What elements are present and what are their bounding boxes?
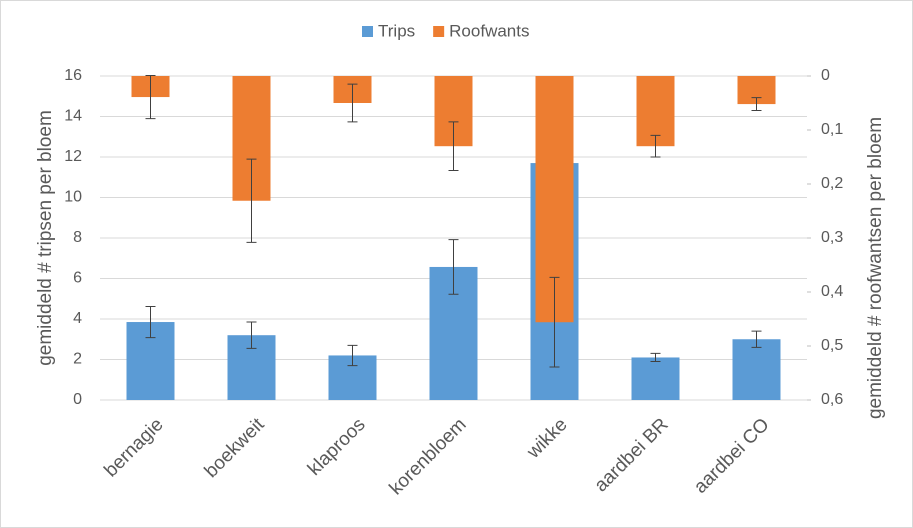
y-tick-label: 4 (73, 310, 82, 327)
y-tick-label: 12 (64, 148, 82, 165)
y2-tick-label: 0,2 (821, 175, 843, 192)
error-bar (145, 305, 156, 339)
y-tick-label: 0 (73, 391, 82, 408)
y-tick-label: 2 (73, 351, 82, 368)
y-tick-label: 14 (64, 108, 82, 125)
bar (631, 357, 680, 400)
legend-label: Trips (378, 21, 415, 40)
error-bar (751, 330, 762, 348)
y-tick-label: 8 (73, 229, 82, 246)
error-bar (448, 121, 459, 171)
y-tick-label: 10 (64, 189, 82, 206)
y2-tick-label: 0,6 (821, 391, 843, 408)
error-bar (751, 97, 762, 112)
error-bar (650, 134, 661, 158)
y2-tick-label: 0,3 (821, 229, 843, 246)
error-bar (650, 352, 661, 363)
y2-tick-label: 0,1 (821, 121, 843, 138)
y-axis-title: gemiddeld # tripsen per bloem (35, 110, 56, 366)
bar (732, 339, 781, 400)
y2-axis-title: gemiddeld # roofwantsen per bloem (865, 117, 886, 419)
error-bar (347, 83, 358, 123)
error-bar (347, 344, 358, 367)
bar (636, 76, 675, 147)
legend-label: Roofwants (449, 21, 529, 40)
error-bar (549, 276, 560, 368)
y2-tick-label: 0,4 (821, 283, 843, 300)
legend-swatch (362, 26, 373, 37)
y-tick-label: 16 (64, 67, 82, 84)
error-bar (246, 321, 257, 349)
error-bar (145, 74, 156, 120)
y-tick-label: 6 (73, 270, 82, 287)
error-bar (246, 158, 257, 243)
legend-swatch (433, 26, 445, 37)
error-bar (448, 239, 459, 295)
y2-tick-label: 0,5 (821, 337, 843, 354)
y2-tick-label: 0 (821, 67, 830, 84)
